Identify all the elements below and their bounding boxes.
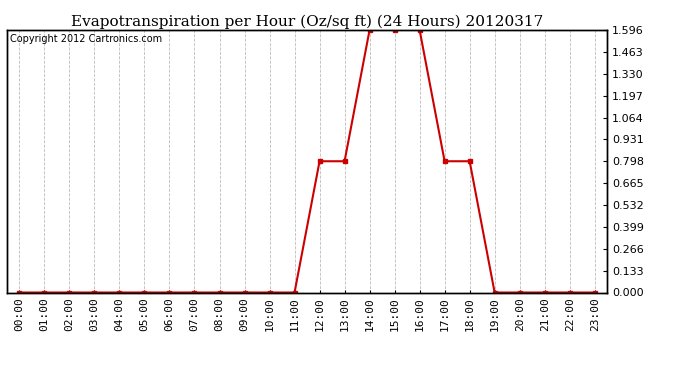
Text: Copyright 2012 Cartronics.com: Copyright 2012 Cartronics.com bbox=[10, 34, 162, 44]
Title: Evapotranspiration per Hour (Oz/sq ft) (24 Hours) 20120317: Evapotranspiration per Hour (Oz/sq ft) (… bbox=[71, 15, 543, 29]
